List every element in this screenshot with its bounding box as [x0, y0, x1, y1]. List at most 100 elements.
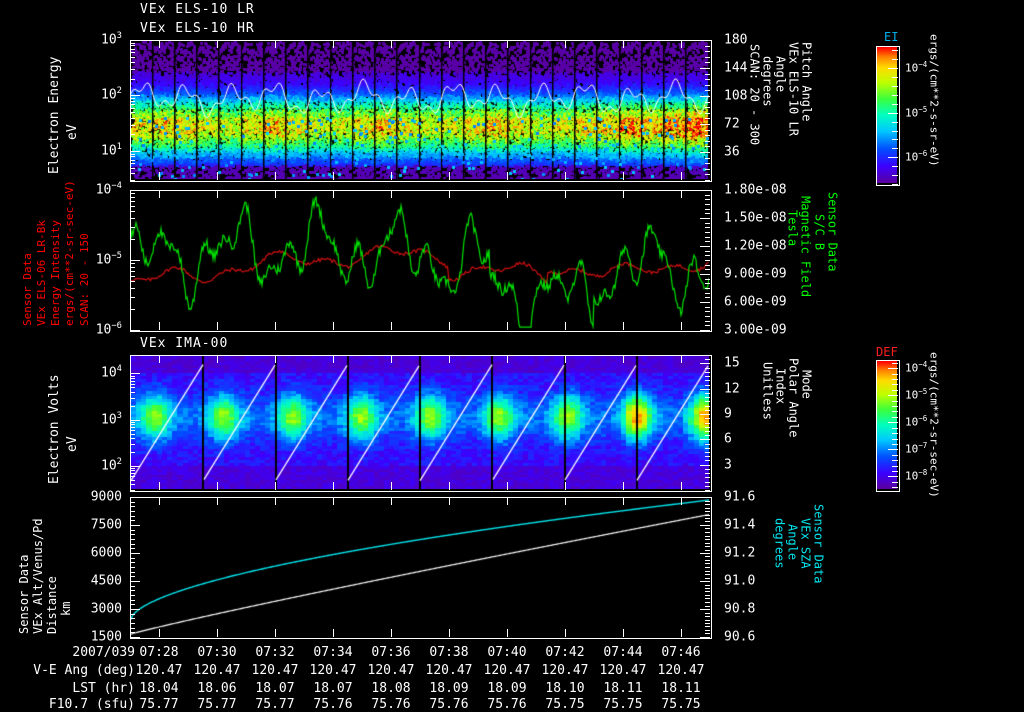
- axis-tick-mark: [705, 180, 710, 181]
- bottom-cell-r2-c8: 18.11: [603, 681, 643, 696]
- axis-tick-mark: [217, 629, 218, 637]
- axis-tick-mark: [130, 452, 135, 453]
- axis-tick-mark: [705, 595, 710, 596]
- panel2-right-ytick-5: 3.00e-09: [724, 322, 787, 338]
- axis-tick-mark: [705, 401, 710, 402]
- axis-tick-mark: [705, 237, 710, 238]
- axis-tick-mark: [705, 397, 710, 398]
- panel4-plot-area[interactable]: [130, 497, 712, 639]
- axis-tick-mark: [892, 122, 898, 123]
- panel4-right-ytick-1: 91.4: [724, 517, 756, 533]
- axis-tick-mark: [705, 279, 710, 280]
- panel3-right-ytick-4: 3: [724, 457, 732, 473]
- axis-tick-mark: [130, 427, 135, 428]
- bottom-row-label-3: F10.7 (sfu): [48, 697, 135, 712]
- panel4-ytick-2: 6000: [90, 545, 122, 561]
- axis-tick-mark: [130, 497, 140, 498]
- axis-tick-mark: [565, 629, 566, 637]
- axis-tick-mark: [130, 49, 135, 50]
- axis-tick-mark: [892, 428, 898, 429]
- axis-tick-mark: [705, 486, 710, 487]
- axis-tick-mark: [130, 422, 135, 423]
- axis-tick-mark: [705, 598, 710, 599]
- axis-tick-mark: [705, 560, 710, 561]
- panel1-title-line2: VEx ELS-10 HR: [140, 21, 255, 36]
- axis-tick-mark: [217, 355, 218, 363]
- panel3-right-axis-l1: Mode: [799, 370, 814, 399]
- axis-tick-mark: [705, 571, 710, 572]
- axis-tick-mark: [217, 322, 218, 330]
- panel4-right-ytick-0: 91.6: [724, 489, 756, 505]
- axis-tick-mark: [130, 567, 135, 568]
- axis-tick-mark: [130, 43, 135, 44]
- axis-tick-mark: [275, 40, 276, 48]
- axis-tick-mark: [681, 497, 682, 505]
- panel4-right-axis-label: Sensor Data VEx SZA Angle degrees: [772, 500, 832, 634]
- axis-tick-mark: [892, 449, 898, 450]
- axis-tick-mark: [507, 355, 508, 363]
- axis-tick-mark: [275, 322, 276, 330]
- axis-tick-mark: [130, 180, 135, 181]
- axis-tick-mark: [449, 322, 450, 330]
- axis-tick-mark: [449, 40, 450, 48]
- axis-tick-mark: [130, 193, 135, 194]
- panel3-plot-area[interactable]: [130, 355, 712, 492]
- panel1-plot-area[interactable]: [130, 40, 712, 182]
- axis-tick-mark: [705, 124, 710, 125]
- panel4-ytick-0: 9000: [90, 489, 122, 505]
- panel1-ytick-2: 101: [101, 142, 122, 159]
- axis-tick-mark: [705, 330, 710, 331]
- axis-tick-mark: [130, 211, 135, 212]
- axis-tick-mark: [705, 368, 710, 369]
- axis-tick-mark: [705, 546, 710, 547]
- axis-tick-mark: [130, 614, 135, 615]
- axis-tick-mark: [705, 553, 710, 554]
- axis-tick-mark: [275, 497, 276, 505]
- panel4-right-axis-l3: Angle: [785, 524, 800, 561]
- axis-tick-mark: [217, 190, 218, 198]
- axis-tick-mark: [705, 113, 710, 114]
- panel2-plot-area[interactable]: [130, 190, 712, 332]
- panel4-right-ytick-2: 91.2: [724, 545, 756, 561]
- axis-tick-mark: [705, 456, 710, 457]
- axis-tick-mark: [130, 516, 135, 517]
- axis-tick-mark: [705, 521, 710, 522]
- bottom-cell-r2-c7: 18.10: [545, 681, 585, 696]
- axis-tick-mark: [892, 157, 898, 158]
- axis-tick-mark: [705, 389, 710, 390]
- axis-tick-mark: [130, 586, 135, 587]
- axis-tick-mark: [130, 609, 135, 610]
- axis-tick-mark: [705, 439, 710, 440]
- axis-tick-mark: [130, 201, 135, 202]
- axis-tick-mark: [705, 423, 710, 424]
- axis-tick-mark: [275, 629, 276, 637]
- axis-tick-mark: [130, 434, 135, 435]
- axis-tick-mark: [705, 251, 710, 252]
- panel4-ytick-5: 1500: [90, 629, 122, 645]
- axis-tick-mark: [130, 511, 135, 512]
- axis-tick-mark: [130, 52, 135, 53]
- axis-tick-mark: [705, 321, 710, 322]
- axis-tick-mark: [892, 466, 898, 467]
- axis-tick-mark: [705, 204, 710, 205]
- bottom-cell-r0-c1: 07:30: [197, 645, 237, 660]
- axis-tick-mark: [705, 223, 710, 224]
- axis-tick-mark: [130, 525, 135, 526]
- axis-tick-mark: [130, 604, 135, 605]
- axis-tick-mark: [130, 151, 140, 152]
- panel3-colorbar-tick-2: 10−6: [905, 414, 928, 429]
- axis-tick-mark: [705, 473, 710, 474]
- bottom-cell-r2-c5: 18.09: [429, 681, 469, 696]
- axis-tick-mark: [892, 401, 898, 402]
- axis-tick-mark: [275, 190, 276, 198]
- bottom-cell-r0-c4: 07:36: [371, 645, 411, 660]
- axis-tick-mark: [623, 355, 624, 363]
- axis-tick-mark: [507, 497, 508, 505]
- axis-tick-mark: [159, 355, 160, 363]
- panel3-ytick-2: 102: [101, 457, 122, 474]
- axis-tick-mark: [449, 629, 450, 637]
- axis-tick-mark: [130, 373, 140, 374]
- axis-tick-mark: [565, 482, 566, 490]
- axis-tick-mark: [130, 398, 135, 399]
- axis-tick-mark: [333, 190, 334, 198]
